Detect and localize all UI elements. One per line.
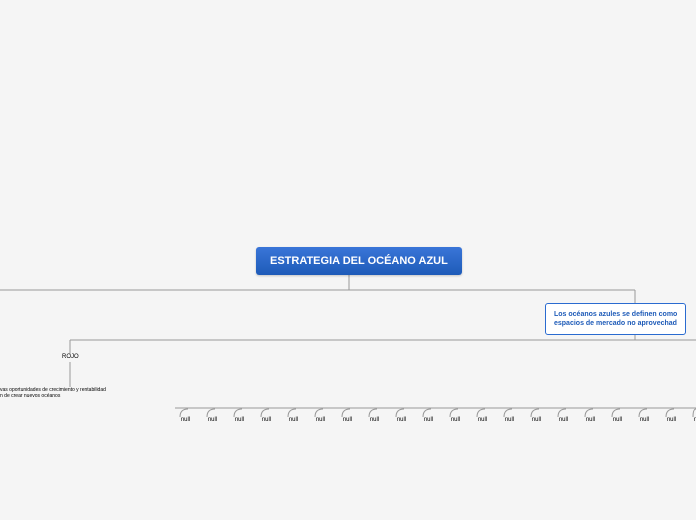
null-item: null <box>631 417 658 423</box>
definition-line2: espacios de mercado no aprovechad <box>554 320 677 327</box>
null-item: null <box>685 417 696 423</box>
null-item: null <box>199 417 226 423</box>
null-item: null <box>334 417 361 423</box>
null-item: null <box>415 417 442 423</box>
null-item: null <box>253 417 280 423</box>
null-item: null <box>577 417 604 423</box>
create-oceans-text: n de crear nuevos océanos <box>0 393 60 399</box>
null-item: null <box>523 417 550 423</box>
null-item: null <box>172 417 199 423</box>
rojo-label: ROJO <box>62 354 79 360</box>
null-item: null <box>496 417 523 423</box>
null-item: null <box>442 417 469 423</box>
definition-box[interactable]: Los océanos azules se definen como espac… <box>545 303 686 335</box>
null-item: null <box>604 417 631 423</box>
definition-line1: Los océanos azules se definen como <box>554 311 677 318</box>
null-item: null <box>361 417 388 423</box>
null-item: null <box>280 417 307 423</box>
central-topic[interactable]: ESTRATEGIA DEL OCÉANO AZUL <box>256 247 462 275</box>
null-row: nullnullnullnullnullnullnullnullnullnull… <box>172 417 696 423</box>
null-item: null <box>307 417 334 423</box>
null-item: null <box>658 417 685 423</box>
null-item: null <box>469 417 496 423</box>
null-item: null <box>550 417 577 423</box>
null-item: null <box>388 417 415 423</box>
null-item: null <box>226 417 253 423</box>
